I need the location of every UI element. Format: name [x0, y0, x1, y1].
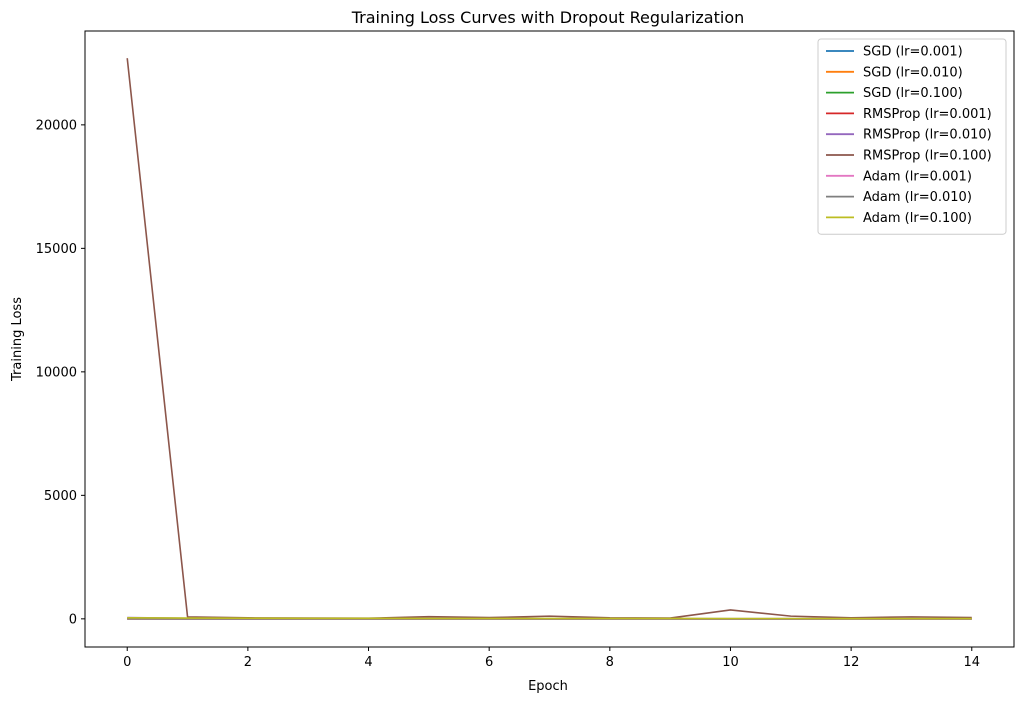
legend: SGD (lr=0.001) SGD (lr=0.010) SGD (lr=0.10… — [817, 38, 1007, 235]
y-axis-label: Training Loss — [10, 297, 25, 382]
legend-label: RMSProp (lr=0.100) — [863, 149, 992, 164]
y-axis: 0 5000 10000 15000 20000 — [36, 118, 85, 627]
x-tick-label: 10 — [722, 655, 739, 670]
x-tick-label: 0 — [123, 655, 131, 670]
legend-label: Adam (lr=0.010) — [863, 190, 972, 205]
x-axis-label: Epoch — [528, 679, 568, 694]
x-axis: 0 2 4 6 8 10 12 14 — [123, 647, 980, 670]
x-tick-label: 4 — [364, 655, 372, 670]
x-tick-label: 6 — [485, 655, 493, 670]
y-tick-label: 5000 — [44, 489, 77, 504]
legend-label: Adam (lr=0.100) — [863, 211, 972, 226]
legend-label: RMSProp (lr=0.010) — [863, 128, 992, 143]
x-tick-label: 8 — [606, 655, 614, 670]
y-tick-label: 15000 — [36, 242, 77, 257]
y-tick-label: 10000 — [36, 365, 77, 380]
x-tick-label: 12 — [843, 655, 860, 670]
legend-label: SGD (lr=0.010) — [863, 65, 963, 80]
series-line-8 — [127, 617, 972, 620]
legend-label: SGD (lr=0.001) — [863, 45, 963, 60]
y-tick-label: 20000 — [36, 118, 77, 133]
legend-label: RMSProp (lr=0.001) — [863, 107, 992, 122]
legend-label: SGD (lr=0.100) — [863, 86, 963, 101]
chart-title: Training Loss Curves with Dropout Regula… — [351, 8, 745, 27]
plot-area — [126, 58, 972, 620]
legend-label: Adam (lr=0.001) — [863, 169, 972, 184]
x-tick-label: 14 — [963, 655, 980, 670]
legend-box — [817, 38, 1007, 235]
x-tick-label: 2 — [244, 655, 252, 670]
y-tick-label: 0 — [69, 612, 77, 627]
plot-frame — [84, 30, 1015, 648]
